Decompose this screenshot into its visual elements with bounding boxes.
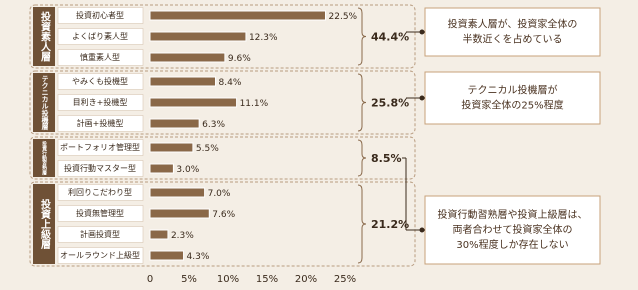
bar xyxy=(149,118,200,129)
brace xyxy=(357,139,367,177)
callout-box xyxy=(424,71,601,125)
category-label: 目利き+投機型 xyxy=(73,97,128,107)
group-frame xyxy=(29,70,416,135)
bar xyxy=(149,52,226,63)
group-label-box xyxy=(33,139,55,177)
value-label: 3.0% xyxy=(176,165,199,175)
category-label: ポートフォリオ管理型 xyxy=(60,142,140,152)
x-tick-label: 15% xyxy=(256,274,278,285)
category-box xyxy=(57,73,144,90)
value-label: 6.3% xyxy=(202,120,225,130)
category-label: 計画投資型 xyxy=(80,229,120,239)
x-tick-label: 0 xyxy=(147,274,153,285)
group-label: 投資上級層 xyxy=(39,198,51,250)
callout-text: 投資素人層が、投資家全体の xyxy=(448,18,578,31)
category-box xyxy=(57,226,144,243)
category-label: 投資行動マスター型 xyxy=(64,163,136,173)
category-box xyxy=(57,184,144,201)
bar xyxy=(149,31,247,42)
value-label: 9.6% xyxy=(228,54,251,64)
callout-text: 半数近くを占めている xyxy=(463,33,563,46)
category-label: やみくも投機型 xyxy=(72,76,128,86)
bar xyxy=(149,76,217,87)
bar xyxy=(149,229,169,240)
bar xyxy=(149,97,238,108)
group-label-box xyxy=(33,7,55,66)
brace xyxy=(357,73,367,132)
callout-box xyxy=(424,195,601,265)
category-label: オールラウンド上級型 xyxy=(60,250,140,260)
value-label: 2.3% xyxy=(171,231,194,241)
x-tick-label: 5% xyxy=(181,274,197,285)
group-total: 8.5% xyxy=(371,152,402,165)
group-frame xyxy=(29,4,416,69)
callout-box xyxy=(424,7,601,57)
brace xyxy=(357,184,367,264)
value-label: 5.5% xyxy=(196,144,219,154)
value-label: 12.3% xyxy=(249,33,278,43)
callout-text: テクニカル投機層が xyxy=(468,84,558,97)
category-box xyxy=(57,94,144,111)
callout-text: 両者合わせて投資家全体の xyxy=(453,223,573,236)
bar xyxy=(149,142,194,153)
x-tick-label: 20% xyxy=(295,274,317,285)
value-label: 7.6% xyxy=(212,210,235,220)
category-label: 投資無管理型 xyxy=(76,208,124,218)
connector-dot xyxy=(419,227,425,233)
value-label: 4.3% xyxy=(187,252,210,262)
category-label: 投資初心者型 xyxy=(76,10,124,20)
value-label: 8.4% xyxy=(219,78,242,88)
group-frame xyxy=(29,181,416,267)
group-label-box xyxy=(33,73,55,132)
category-box xyxy=(57,205,144,222)
category-box xyxy=(57,139,144,156)
category-box xyxy=(57,7,144,24)
group-total: 21.2% xyxy=(371,218,409,231)
category-box xyxy=(57,28,144,45)
category-box xyxy=(57,115,144,132)
group-label: 投資行動習熟層 xyxy=(41,140,47,176)
group-label-box xyxy=(33,184,55,264)
group-total: 44.4% xyxy=(371,31,409,44)
callout-text: 投資行動習熟層や投資上級層は、 xyxy=(438,208,588,221)
x-tick-label: 25% xyxy=(334,274,356,285)
x-tick-label: 10% xyxy=(217,274,239,285)
bar xyxy=(149,250,185,261)
group-label: テクニカル投機層 xyxy=(40,75,48,131)
value-label: 7.0% xyxy=(208,189,231,199)
connector-dot xyxy=(419,29,425,35)
category-label: よくばり素人型 xyxy=(72,31,128,41)
value-label: 11.1% xyxy=(240,99,269,109)
category-box xyxy=(57,247,144,264)
bar xyxy=(149,187,206,198)
category-box xyxy=(57,160,144,177)
category-box xyxy=(57,49,144,66)
brace xyxy=(357,7,367,66)
bar xyxy=(149,10,326,21)
group-total: 25.8% xyxy=(371,97,409,110)
group-label: 投資素人層 xyxy=(39,10,51,62)
connector-dot xyxy=(419,95,425,101)
value-label: 22.5% xyxy=(329,12,358,22)
bar xyxy=(149,208,210,219)
callout-text: 投資家全体の25%程度 xyxy=(461,99,563,112)
category-label: 利回りこだわり型 xyxy=(68,187,132,197)
bar xyxy=(149,163,174,174)
callout-text: 30%程度しか存在しない xyxy=(456,238,568,251)
category-label: 慎重素人型 xyxy=(80,52,120,62)
group-frame xyxy=(29,136,416,180)
category-label: 計画+投機型 xyxy=(77,118,124,128)
